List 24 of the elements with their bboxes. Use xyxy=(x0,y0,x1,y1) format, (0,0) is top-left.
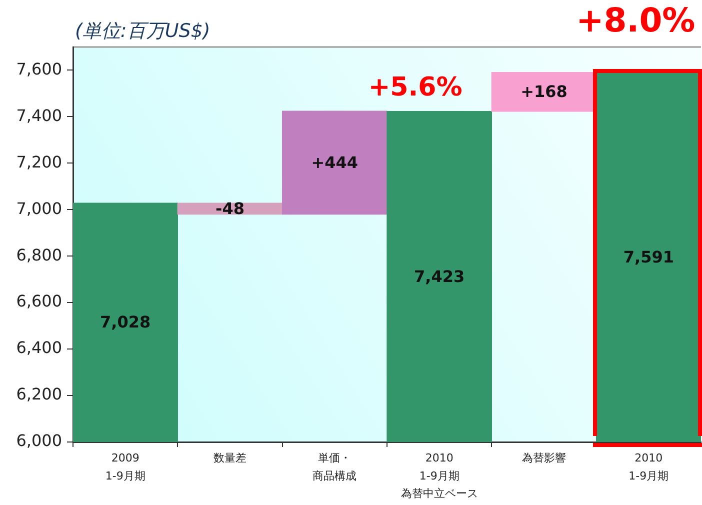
data-label: 7,591 xyxy=(623,247,674,266)
x-tick-label: 2010 1-9月期為替中立ベース xyxy=(400,452,478,500)
data-label: 7,028 xyxy=(100,312,151,332)
y-tick-label: 7,400 xyxy=(16,106,62,125)
annotation: +5.6% xyxy=(368,72,462,102)
x-tick-label: 2009 1-9月期 xyxy=(105,452,146,482)
y-tick-label: 7,000 xyxy=(16,198,62,218)
y-tick-label: 6,400 xyxy=(16,338,62,358)
y-tick-label: 6,600 xyxy=(16,292,62,311)
y-tick-label: 6,000 xyxy=(16,431,62,450)
data-label: 7,423 xyxy=(414,266,465,286)
y-tick-label: 6,800 xyxy=(16,245,62,264)
x-tick-label: 単価・商品構成 xyxy=(312,452,357,482)
y-tick-label: 7,600 xyxy=(16,59,62,78)
y-tick-label: 6,200 xyxy=(16,384,62,404)
data-label: +168 xyxy=(520,82,568,101)
annotation: +8.0% xyxy=(576,0,696,40)
x-tick-label: 数量差 xyxy=(214,452,246,465)
x-tick-label: 2010 1-9月期 xyxy=(628,452,669,482)
x-tick-label: 為替影響 xyxy=(522,452,566,465)
text: (単位:百万US$) xyxy=(75,20,210,42)
data-label: +444 xyxy=(311,152,358,172)
data-label: -48 xyxy=(216,198,244,218)
y-tick-label: 7,200 xyxy=(16,152,62,172)
